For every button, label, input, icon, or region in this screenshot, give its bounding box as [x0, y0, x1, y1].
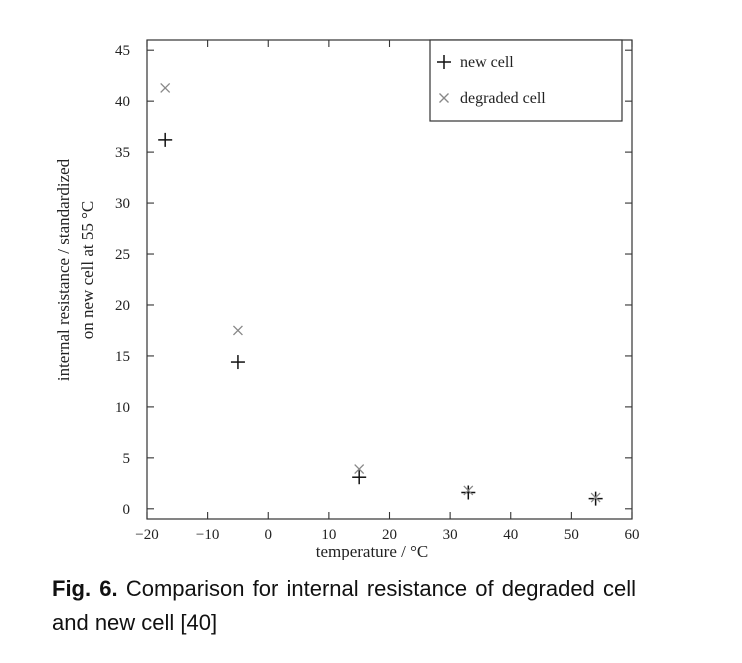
x-tick-label: 30: [443, 527, 458, 543]
data-point-new-cell: [352, 470, 367, 485]
data-point-new-cell: [461, 485, 476, 500]
x-tick-label: −20: [135, 527, 158, 543]
y-axis-label-line-2: on new cell at 55 °C: [78, 201, 97, 340]
x-tick-label: −10: [196, 527, 219, 543]
legend: new cell degraded cell: [429, 39, 623, 122]
data-point-degraded-cell: [232, 325, 243, 336]
y-tick-label: 20: [115, 298, 130, 314]
caption-label: Fig. 6.: [52, 576, 118, 601]
data-point-new-cell: [588, 491, 603, 506]
legend-label-degraded-cell: degraded cell: [460, 90, 546, 107]
x-tick-label: 20: [382, 527, 397, 543]
x-axis-label: temperature / °C: [316, 542, 429, 560]
x-tick-label: 10: [321, 527, 336, 543]
y-tick-label: 30: [115, 196, 130, 212]
legend-box: [429, 39, 623, 122]
x-tick-label: 50: [564, 527, 579, 543]
y-tick-label: 40: [115, 94, 130, 110]
x-tick-label: 40: [503, 527, 518, 543]
data-point-new-cell: [158, 132, 173, 147]
y-tick-label: 0: [123, 502, 131, 518]
y-tick-label: 10: [115, 400, 130, 416]
legend-marker-plus: [437, 55, 451, 69]
y-tick-label: 15: [115, 349, 130, 365]
y-tick-label: 5: [123, 451, 131, 467]
data-point-degraded-cell: [354, 464, 365, 475]
y-axis-label-line-1: internal resistance / standardized: [54, 158, 73, 381]
data-point-degraded-cell: [463, 485, 474, 496]
legend-marker-degraded-cell: [439, 93, 449, 103]
data-point-new-cell: [230, 355, 245, 370]
y-tick-label: 35: [115, 145, 130, 161]
data-points: [158, 82, 603, 506]
legend-marker-new-cell: [437, 55, 451, 69]
caption-text: Comparison for internal resistance of de…: [52, 576, 636, 635]
data-point-degraded-cell: [160, 82, 171, 93]
y-axis-ticks: 0 5 10 15 20 25 30 35 40 45: [115, 43, 632, 518]
scatter-chart: −20 −10 0 10 20 30 40 50 60 0 5 10 15 20 25 30 35 40 45 t…: [54, 39, 640, 560]
figure-caption: Fig. 6. Comparison for internal resistan…: [52, 572, 636, 640]
x-axis-ticks: −20 −10 0 10 20 30 40 50 60: [135, 40, 640, 543]
x-tick-label: 60: [625, 527, 640, 543]
legend-label-new-cell: new cell: [460, 54, 514, 71]
x-tick-label: 0: [265, 527, 273, 543]
y-tick-label: 45: [115, 43, 130, 59]
legend-marker-cross: [439, 93, 449, 103]
y-tick-label: 25: [115, 247, 130, 263]
data-point-degraded-cell: [590, 492, 601, 503]
